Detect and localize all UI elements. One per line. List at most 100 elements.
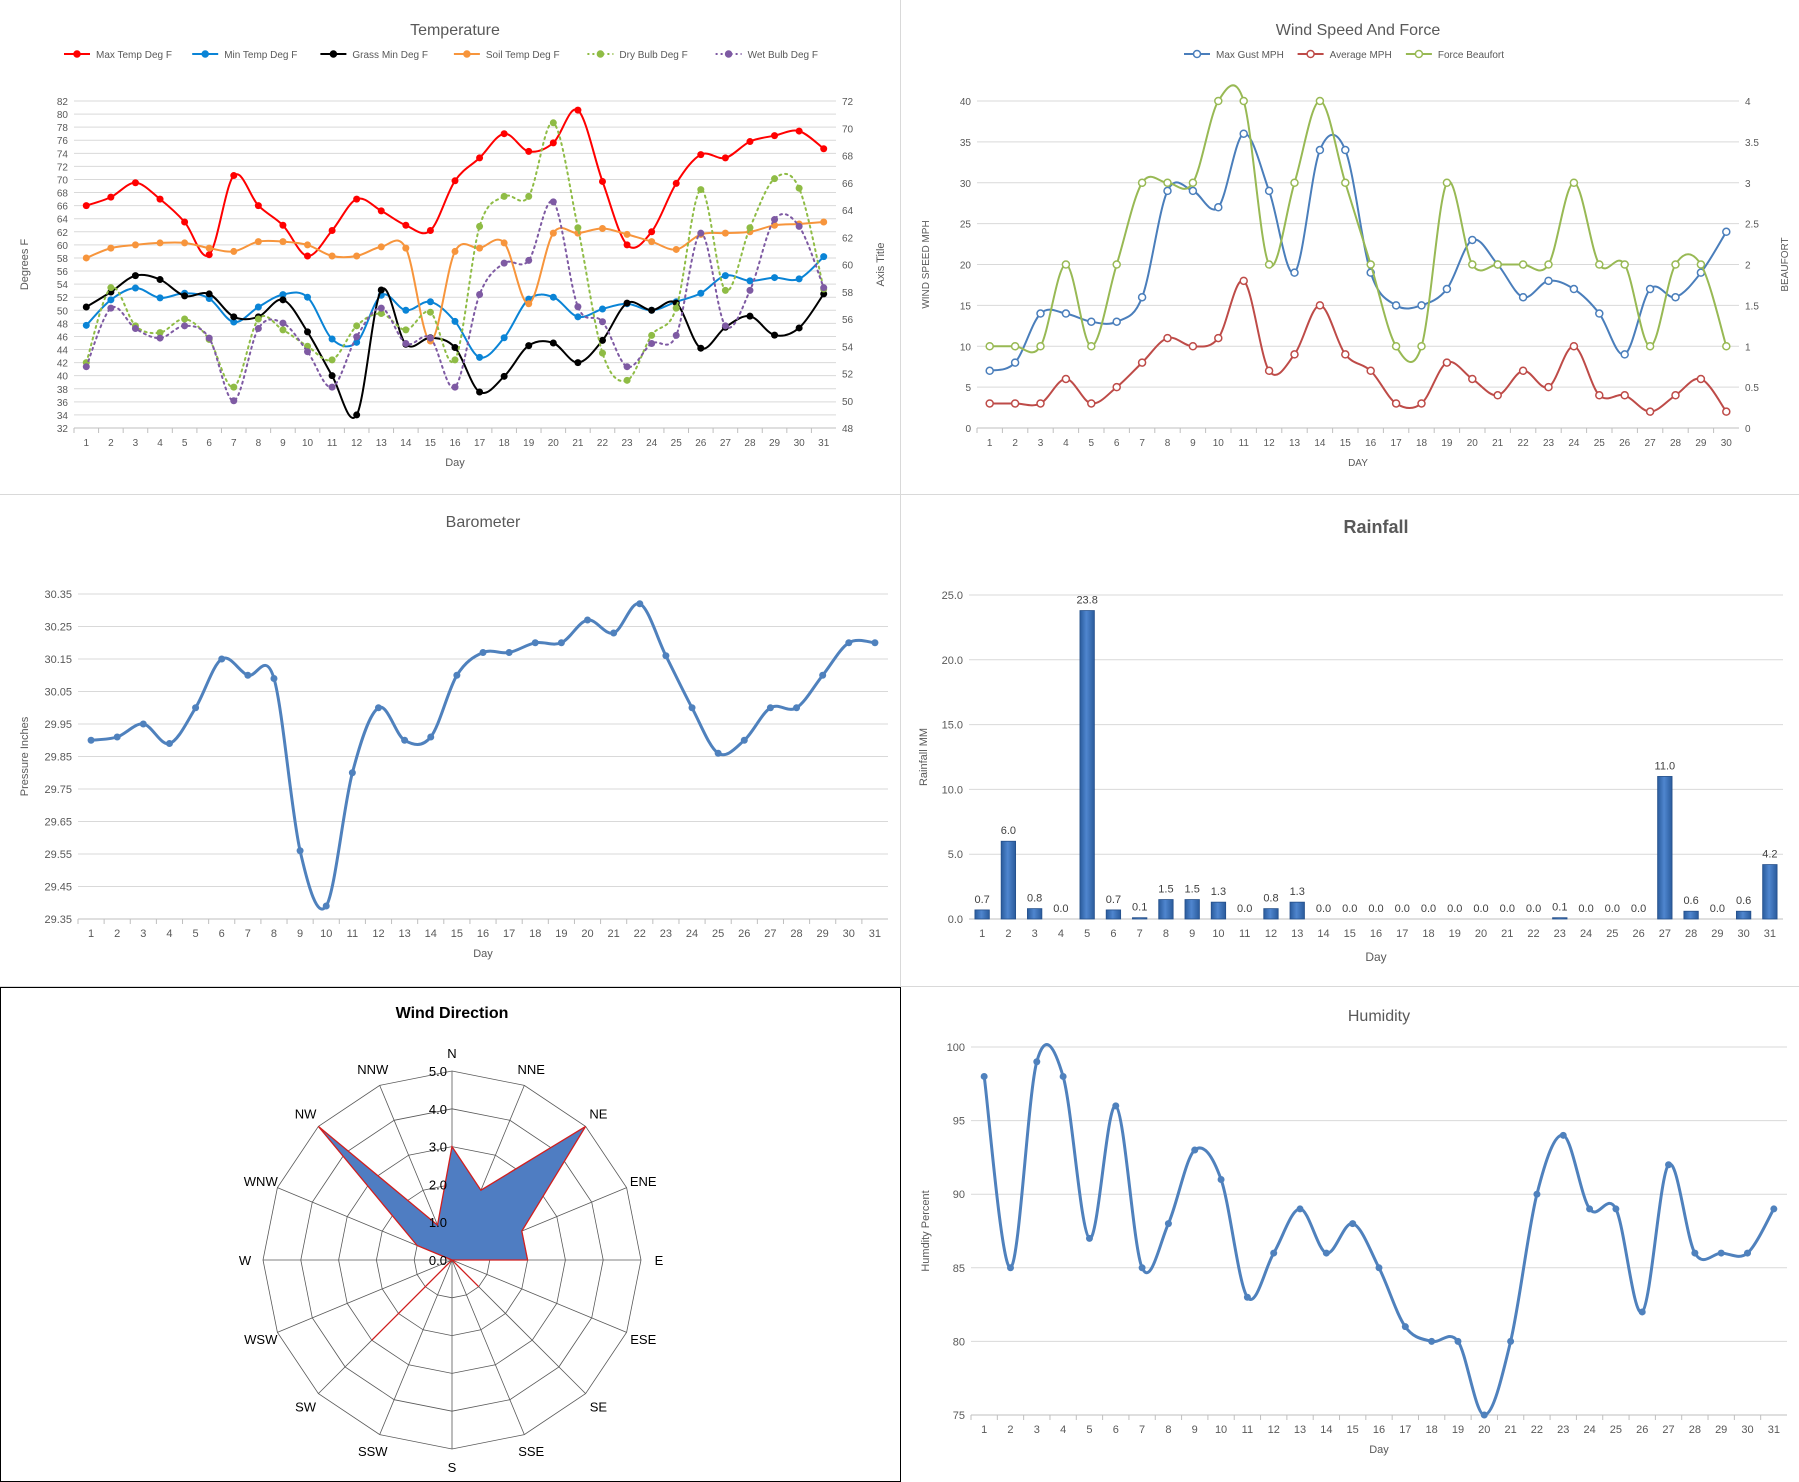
data-point [1722, 227, 1731, 237]
data-point [549, 293, 557, 301]
wind-direction-chart: Wind Direction N NNE NE ENE E ESE SE SSE S SSW SW WS… [0, 987, 901, 1482]
x-tick-label: 19 [523, 438, 535, 449]
data-point [82, 202, 90, 210]
data-point [1137, 178, 1147, 187]
data-point [1188, 186, 1198, 196]
data-point [714, 749, 722, 757]
data-point [1665, 1161, 1673, 1169]
x-tick-label: 13 [1291, 928, 1303, 940]
y-tick-label: 34 [57, 411, 69, 422]
data-point [402, 340, 410, 348]
x-tick-label: 16 [449, 438, 461, 449]
data-point [766, 704, 774, 712]
wind-direction-series [317, 1125, 587, 1341]
data-point [304, 328, 312, 336]
data-point [304, 293, 312, 301]
data-point [377, 286, 385, 294]
data-point [1010, 399, 1020, 408]
x-tick-label: 1 [88, 928, 94, 940]
x-tick-label: 8 [1165, 1424, 1171, 1436]
x-tick-label: 29 [769, 438, 781, 449]
x-tick-label: 3 [133, 438, 139, 449]
x-tick-label: 4 [1058, 928, 1064, 940]
wind-speed-chart: Wind Speed And Force 0 5 10 15 20 25 30 35 40 0 0.5… [901, 0, 1799, 494]
data-point [500, 130, 508, 138]
y-right-tick-label: 48 [842, 424, 854, 435]
data-point [1696, 260, 1706, 269]
x-tick-label: 16 [1370, 928, 1382, 940]
y-tick-label: 15.0 [942, 720, 963, 732]
data-point [377, 243, 385, 251]
data-point [1417, 399, 1426, 408]
data-point [1620, 350, 1629, 359]
data-point [531, 639, 539, 647]
y-right-tick-label: 66 [842, 179, 854, 190]
data-point [230, 383, 238, 391]
data-point [156, 329, 164, 337]
data-point [1493, 391, 1502, 400]
data-point [1341, 350, 1350, 359]
data-point [1375, 1264, 1383, 1272]
data-point [1366, 260, 1375, 269]
data-label: 4.2 [1762, 849, 1777, 861]
data-point [402, 244, 410, 252]
x-axis-label: Day [1365, 950, 1386, 964]
x-tick-label: 6 [219, 928, 225, 940]
data-point [771, 216, 779, 224]
legend-label: Average MPH [1330, 50, 1392, 61]
y-tick-label: 25 [960, 220, 972, 231]
y-tick-label: 66 [57, 202, 69, 213]
x-tick-label: 3 [140, 928, 146, 940]
data-point [254, 303, 262, 311]
rainfall-chart: Rainfall 0.0 5.0 10.0 15.0 20.0 25.0 0.7 1 6.0 2 0.… [901, 495, 1799, 986]
data-point [697, 151, 705, 159]
x-tick-label: 9 [1189, 928, 1195, 940]
data-point [1645, 407, 1655, 416]
data-point [131, 272, 139, 280]
data-point [549, 119, 557, 127]
data-point [82, 363, 90, 371]
data-point [697, 229, 705, 237]
data-point [845, 639, 853, 647]
data-point [451, 177, 459, 185]
x-tick-label: 13 [398, 928, 410, 940]
data-point [1087, 317, 1096, 326]
data-point [1239, 276, 1248, 286]
data-label: 0.0 [1500, 903, 1515, 915]
data-point [1061, 309, 1071, 318]
x-tick-label: 15 [425, 438, 437, 449]
x-tick-label: 28 [1670, 438, 1682, 449]
data-point [574, 303, 582, 311]
data-label: 6.0 [1001, 825, 1016, 837]
data-point [426, 334, 434, 342]
temperature-chart: Temperature 32 34 36 38 40 42 44 46 48 50 52 54 56 58 6… [0, 0, 900, 494]
y-right-tick-label: 2 [1745, 261, 1751, 272]
y-tick-label: 90 [953, 1189, 965, 1201]
data-point [500, 192, 508, 200]
y-axis-label: Pressure Inches [19, 716, 31, 796]
y-tick-label: 29.45 [44, 882, 72, 894]
x-tick-label: 27 [764, 928, 776, 940]
data-label: 0.0 [1237, 903, 1252, 915]
rainfall-bar [1132, 917, 1148, 920]
data-point [721, 154, 729, 162]
direction-label: N [447, 1046, 456, 1061]
direction-label: W [239, 1253, 252, 1268]
data-point [427, 733, 435, 741]
x-tick-label: 17 [1391, 438, 1403, 449]
data-point [1569, 342, 1579, 351]
data-point [1290, 268, 1299, 277]
data-point [476, 244, 484, 252]
chart-title: Humidity [1348, 1008, 1410, 1025]
data-point [1006, 1264, 1014, 1272]
data-point [1442, 358, 1452, 367]
rainfall-bar [1184, 899, 1200, 920]
y-tick-label: 78 [57, 123, 69, 134]
x-tick-label: 30 [794, 438, 806, 449]
x-tick-label: 6 [1113, 1424, 1119, 1436]
data-point [598, 305, 606, 313]
y-tick-label: 62 [57, 228, 69, 239]
chart-title: Wind Direction [396, 1005, 509, 1022]
data-point [648, 340, 656, 348]
data-point [697, 186, 705, 194]
